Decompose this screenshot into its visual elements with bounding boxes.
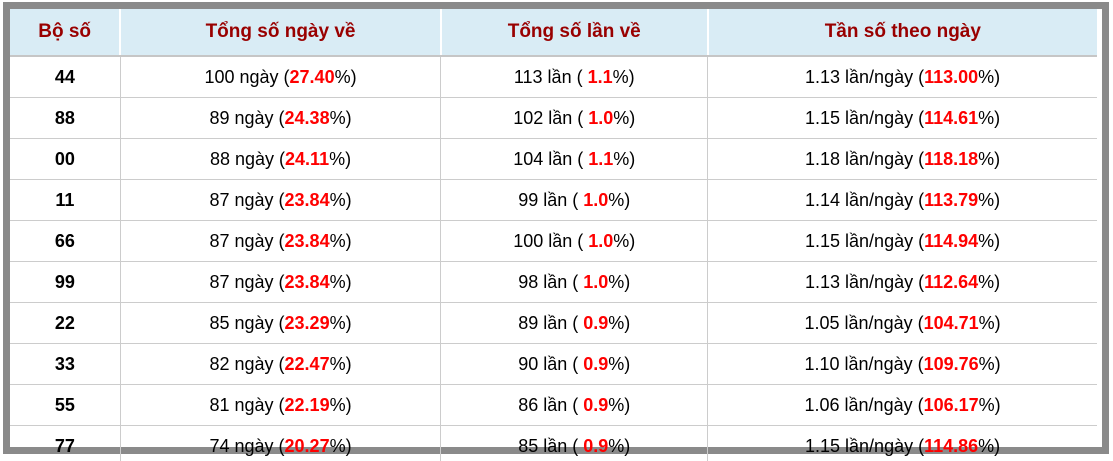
highlighted-percentage: 1.0 [588,107,614,128]
table-header: Bộ số Tổng số ngày về Tổng số lần về Tần… [10,9,1097,57]
statistics-table-frame: Bộ số Tổng số ngày về Tổng số lần về Tần… [3,2,1109,461]
times-cell: 113 lần ( 1.1%) [440,55,709,98]
pair-cell: 88 [10,97,121,139]
times-cell: 102 lần ( 1.0%) [440,97,709,139]
table-row: 44 100 ngày (27.40%) 113 lần ( 1.1%) 1.13 l… [10,55,1097,98]
highlighted-percentage: 0.9 [583,312,609,333]
days-cell: 81 ngày (22.19%) [119,384,442,426]
table-row: 00 88 ngày (24.11%) 104 lần ( 1.1%) 1.18 lầ… [10,138,1097,180]
highlighted-percentage: 22.19 [284,394,330,415]
highlighted-percentage: 114.86 [924,435,979,456]
highlighted-percentage: 0.9 [583,353,609,374]
highlighted-percentage: 24.38 [284,107,330,128]
highlighted-percentage: 109.76 [923,353,979,374]
highlighted-percentage: 0.9 [583,394,609,415]
pair-cell: 22 [10,302,121,344]
pair-cell: 44 [10,55,121,98]
column-header-times: Tổng số lần về [440,9,709,57]
frequency-cell: 1.13 lần/ngày (113.00%) [707,55,1097,98]
days-cell: 88 ngày (24.11%) [119,138,442,180]
pair-cell: 66 [10,220,121,262]
column-header-days: Tổng số ngày về [120,9,442,57]
frequency-cell: 1.14 lần/ngày (113.79%) [707,179,1097,221]
highlighted-percentage: 24.11 [285,148,330,169]
column-header-pair: Bộ số [10,9,122,57]
days-cell: 87 ngày (23.84%) [119,179,442,221]
pair-cell: 77 [10,425,121,461]
lottery-pair-statistics-table: Bộ số Tổng số ngày về Tổng số lần về Tần… [10,9,1097,461]
days-cell: 85 ngày (23.29%) [119,302,442,344]
highlighted-percentage: 114.61 [924,107,979,128]
table-row: 22 85 ngày (23.29%) 89 lần ( 0.9%) 1.05 lần… [10,302,1097,344]
pair-cell: 99 [10,261,121,303]
highlighted-percentage: 114.94 [924,230,979,251]
table-row: 88 89 ngày (24.38%) 102 lần ( 1.0%) 1.15 lầ… [10,97,1097,139]
days-cell: 74 ngày (20.27%) [119,425,442,461]
table-row: 55 81 ngày (22.19%) 86 lần ( 0.9%) 1.06 lần… [10,384,1097,426]
pair-cell: 33 [10,343,121,385]
highlighted-percentage: 112.64 [924,271,979,292]
highlighted-percentage: 1.0 [583,271,609,292]
highlighted-percentage: 118.18 [924,148,979,169]
column-header-frequency: Tần số theo ngày [707,9,1097,57]
highlighted-percentage: 22.47 [284,353,330,374]
highlighted-percentage: 104.71 [923,312,979,333]
frequency-cell: 1.15 lần/ngày (114.61%) [707,97,1097,139]
table-row: 99 87 ngày (23.84%) 98 lần ( 1.0%) 1.13 lần… [10,261,1097,303]
days-cell: 87 ngày (23.84%) [119,220,442,262]
frequency-cell: 1.10 lần/ngày (109.76%) [707,343,1097,385]
pair-cell: 55 [10,384,121,426]
table-row: 11 87 ngày (23.84%) 99 lần ( 1.0%) 1.14 lần… [10,179,1097,221]
days-cell: 100 ngày (27.40%) [119,55,442,98]
times-cell: 86 lần ( 0.9%) [440,384,709,426]
table-body: 44 100 ngày (27.40%) 113 lần ( 1.1%) 1.13 l… [10,55,1097,461]
table-row: 66 87 ngày (23.84%) 100 lần ( 1.0%) 1.15 lầ… [10,220,1097,262]
times-cell: 98 lần ( 1.0%) [440,261,709,303]
frequency-cell: 1.15 lần/ngày (114.94%) [707,220,1097,262]
times-cell: 100 lần ( 1.0%) [440,220,709,262]
highlighted-percentage: 23.84 [284,271,330,292]
times-cell: 104 lần ( 1.1%) [440,138,709,180]
highlighted-percentage: 23.29 [284,312,330,333]
highlighted-percentage: 113.79 [924,189,979,210]
highlighted-percentage: 23.84 [284,230,330,251]
frequency-cell: 1.15 lần/ngày (114.86%) [707,425,1097,461]
times-cell: 85 lần ( 0.9%) [440,425,709,461]
highlighted-percentage: 106.17 [923,394,979,415]
days-cell: 82 ngày (22.47%) [119,343,442,385]
times-cell: 89 lần ( 0.9%) [440,302,709,344]
table-row: 77 74 ngày (20.27%) 85 lần ( 0.9%) 1.15 lần… [10,425,1097,461]
frequency-cell: 1.05 lần/ngày (104.71%) [707,302,1097,344]
days-cell: 87 ngày (23.84%) [119,261,442,303]
pair-cell: 11 [10,179,121,221]
highlighted-percentage: 0.9 [583,435,609,456]
highlighted-percentage: 1.0 [583,189,609,210]
times-cell: 99 lần ( 1.0%) [440,179,709,221]
highlighted-percentage: 23.84 [284,189,330,210]
highlighted-percentage: 1.0 [588,230,614,251]
table-header-row: Bộ số Tổng số ngày về Tổng số lần về Tần… [10,9,1097,57]
days-cell: 89 ngày (24.38%) [119,97,442,139]
pair-cell: 00 [10,138,121,180]
highlighted-percentage: 113.00 [924,66,979,87]
times-cell: 90 lần ( 0.9%) [440,343,709,385]
frequency-cell: 1.13 lần/ngày (112.64%) [707,261,1097,303]
highlighted-percentage: 1.1 [587,66,613,87]
frequency-cell: 1.18 lần/ngày (118.18%) [707,138,1097,180]
highlighted-percentage: 1.1 [588,148,614,169]
highlighted-percentage: 20.27 [284,435,330,456]
table-row: 33 82 ngày (22.47%) 90 lần ( 0.9%) 1.10 lần… [10,343,1097,385]
frequency-cell: 1.06 lần/ngày (106.17%) [707,384,1097,426]
highlighted-percentage: 27.40 [289,66,335,87]
